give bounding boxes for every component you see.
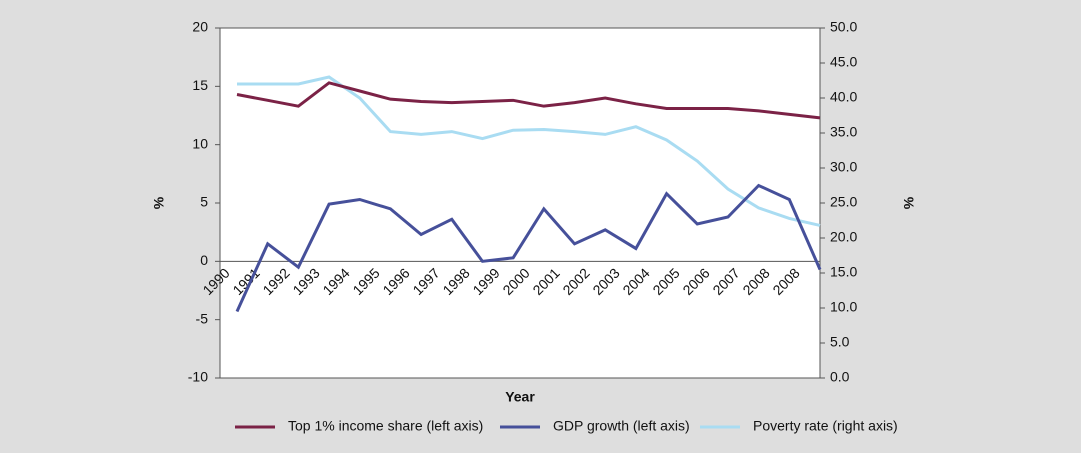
y2-tick-label: 50.0 [830, 19, 857, 35]
y-tick-label: 10 [192, 135, 208, 151]
y2-axis-title: % [901, 196, 917, 209]
legend-label: GDP growth (left axis) [553, 418, 690, 434]
y2-tick-label: 5.0 [830, 334, 850, 350]
plot-area [219, 27, 821, 379]
series-line [237, 75, 821, 227]
y2-tick-label: 20.0 [830, 229, 857, 245]
x-axis-title: Year [505, 389, 535, 405]
y2-tick-label: 40.0 [830, 89, 857, 105]
legend-label: Top 1% income share (left axis) [288, 418, 483, 434]
y-axis-title: % [151, 196, 167, 209]
series-line [236, 81, 821, 120]
y2-tick-label: 35.0 [830, 124, 857, 140]
y2-tick-label: 10.0 [830, 299, 857, 315]
y2-tick-label: 0.0 [830, 369, 850, 385]
y2-tick-label: 45.0 [830, 54, 857, 70]
y2-tick-label: 30.0 [830, 159, 857, 175]
y-tick-label: -10 [188, 369, 208, 385]
y-tick-label: 15 [192, 77, 208, 93]
y-tick-label: 5 [200, 194, 208, 210]
y-tick-label: -5 [196, 310, 209, 326]
y-tick-label: 20 [192, 19, 208, 35]
y2-tick-label: 15.0 [830, 264, 857, 280]
y-tick-label: 0 [200, 252, 208, 268]
y2-tick-label: 25.0 [830, 194, 857, 210]
series-line [235, 183, 822, 313]
legend-label: Poverty rate (right axis) [753, 418, 898, 434]
